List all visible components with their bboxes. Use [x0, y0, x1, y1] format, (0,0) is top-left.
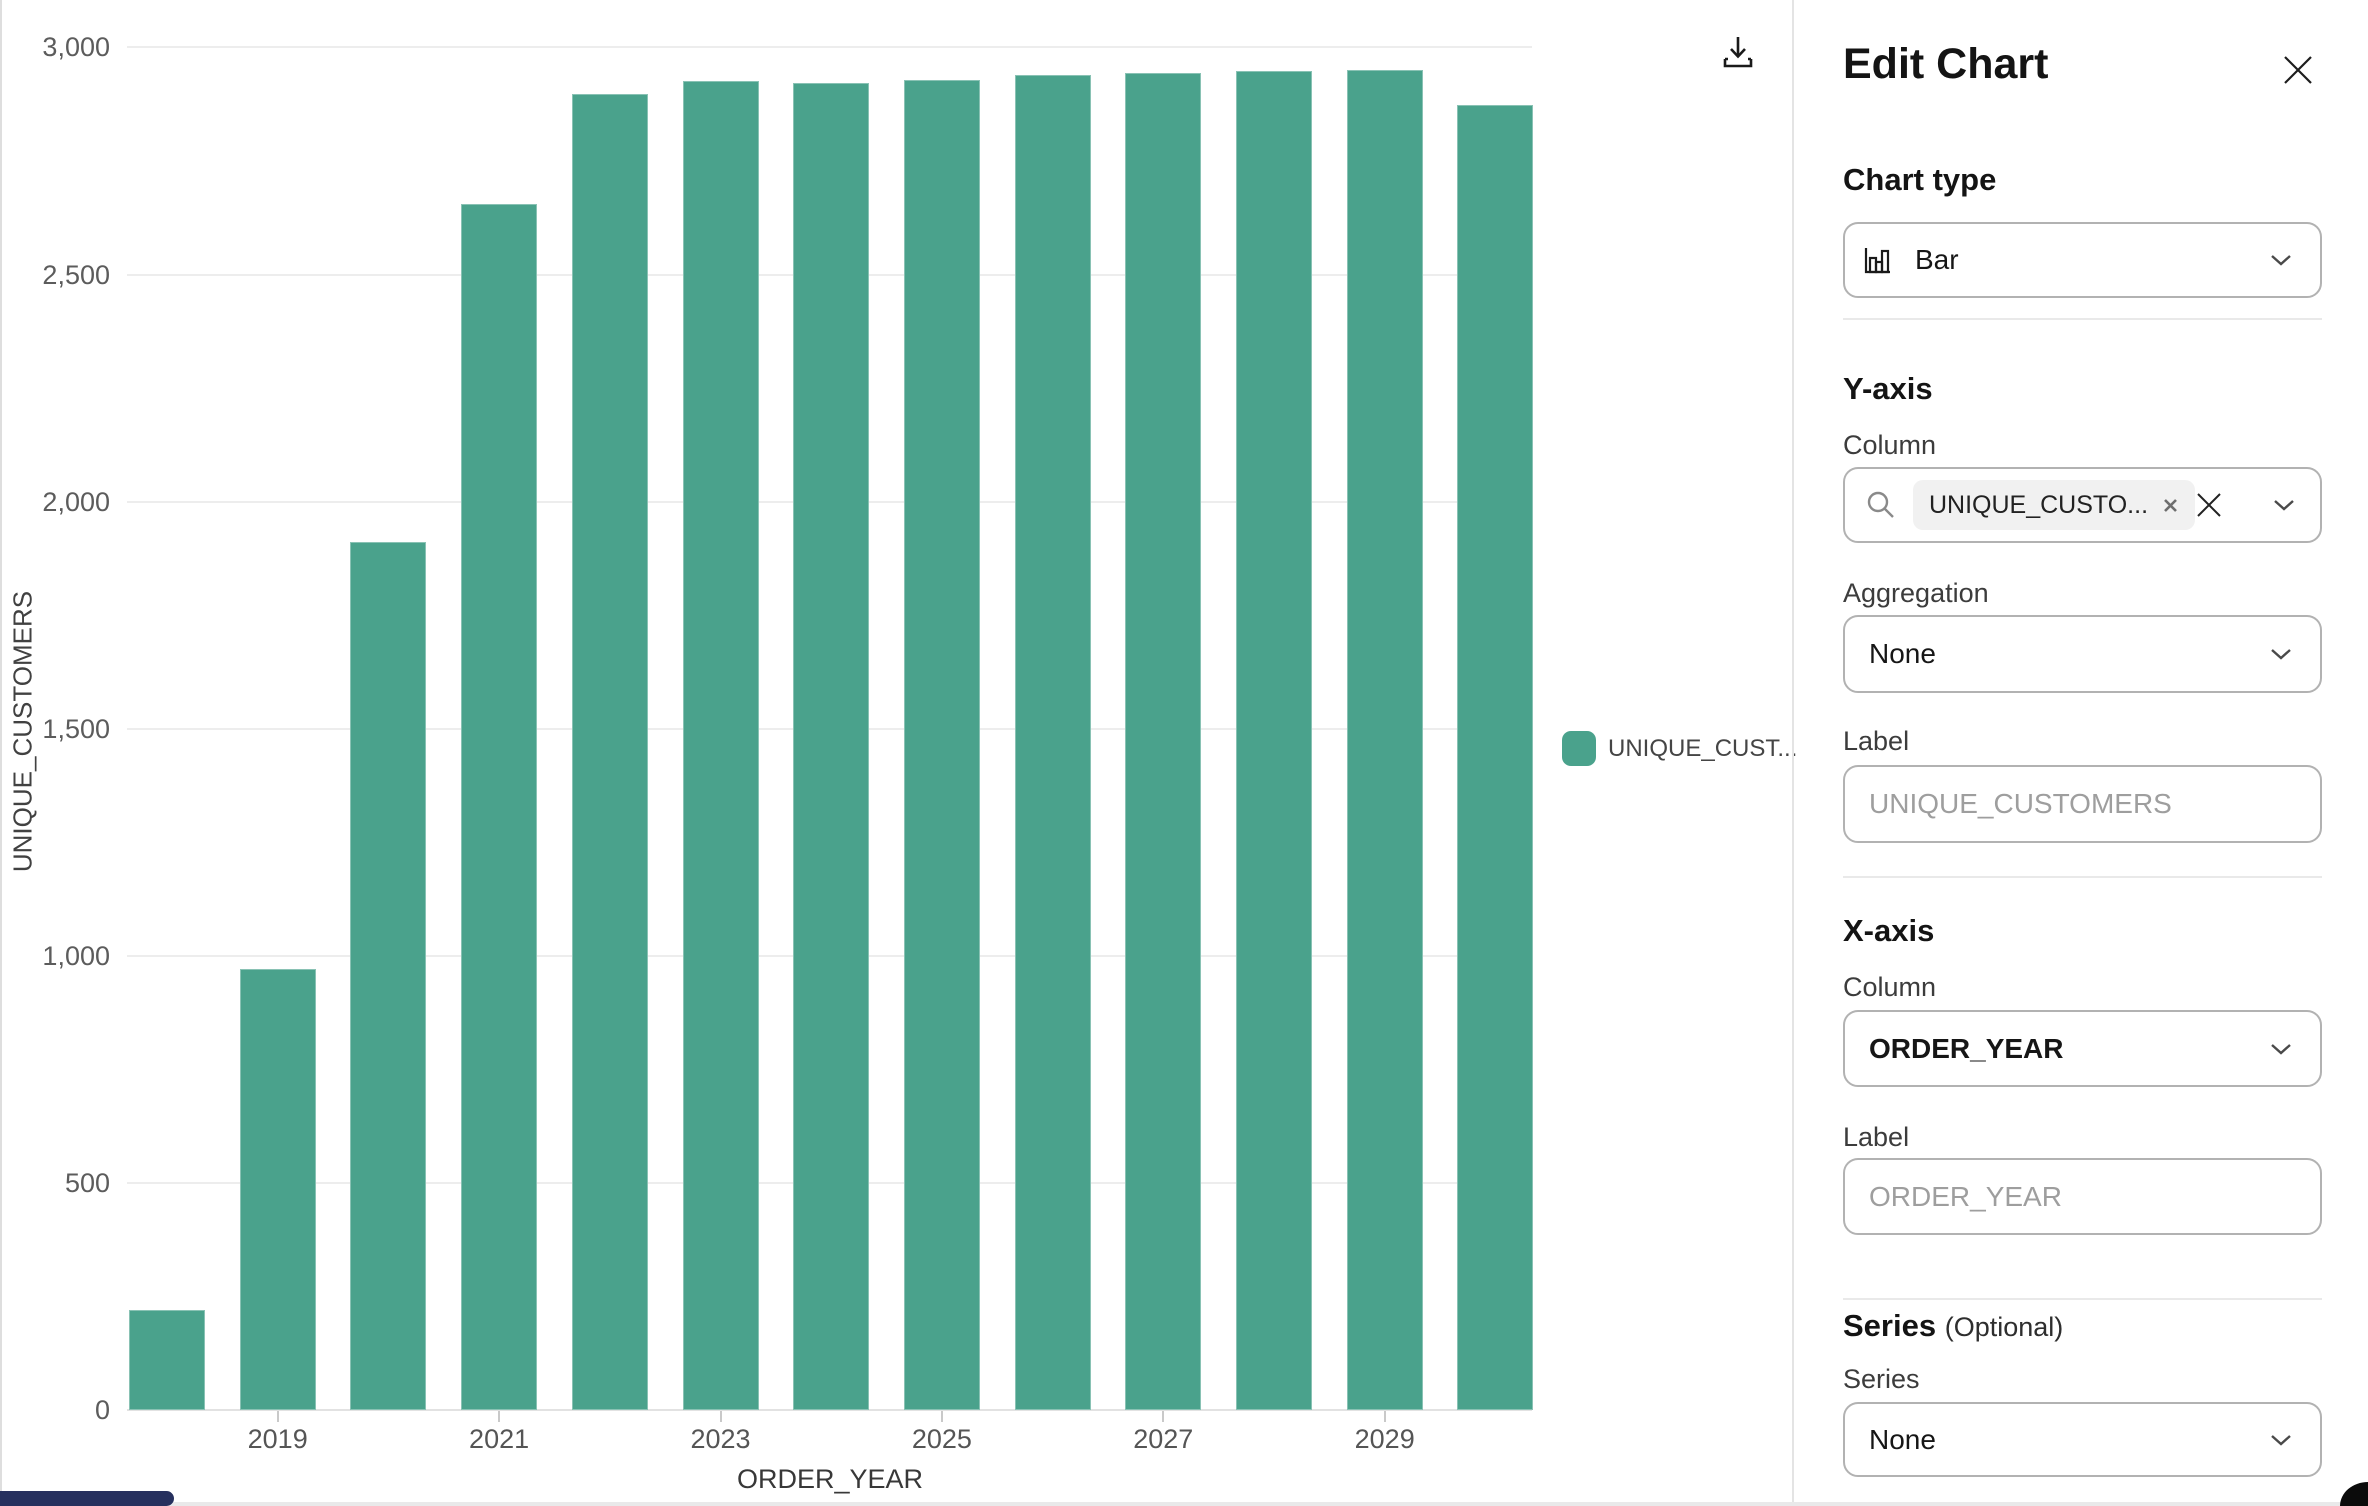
y-tick-label: 500 [64, 1167, 110, 1198]
x-tick-label: 2027 [1133, 1424, 1194, 1454]
chevron-down-icon [2271, 1043, 2291, 1055]
x-label-input[interactable] [1843, 1158, 2322, 1235]
bar-2023[interactable] [682, 81, 759, 1410]
bar-2018[interactable] [129, 1310, 205, 1410]
y-column-chip[interactable]: UNIQUE_CUSTO... [1913, 480, 2196, 530]
bar-2029[interactable] [1346, 69, 1423, 1410]
bottom-left-bar [0, 1491, 174, 1506]
x-tick-label: 2021 [469, 1424, 530, 1454]
y-tick-label: 0 [94, 1395, 110, 1425]
download-chart-button[interactable] [1712, 26, 1764, 78]
bar-chart-icon [1864, 248, 1890, 274]
x-tick-mark [1162, 1411, 1165, 1422]
series-optional-text: (Optional) [1944, 1312, 2064, 1342]
x-column-select[interactable]: ORDER_YEAR [1843, 1010, 2322, 1087]
bar-2028[interactable] [1236, 71, 1312, 1410]
y-tick-label: 1,000 [42, 940, 110, 971]
x-label-label: Label [1843, 1122, 1910, 1152]
legend-swatch [1562, 731, 1596, 766]
series-label: Series [1843, 1364, 1920, 1394]
close-panel-button[interactable] [2276, 48, 2320, 92]
x-tick-mark [719, 1411, 722, 1422]
gridline-0 [127, 1409, 1532, 1411]
x-tick-label: 2025 [911, 1424, 972, 1454]
legend-label: UNIQUE_CUST... [1608, 734, 1798, 762]
chevron-down-icon[interactable] [2273, 499, 2295, 511]
panel-divider [1792, 0, 1794, 1506]
y-label-input[interactable] [1843, 765, 2322, 843]
chart-card: 0 500 1,000 1,500 2,000 2,500 3,000 2019 2021 20… [7, 26, 1798, 1494]
series-heading: Series (Optional) [1843, 1308, 2063, 1344]
chart-type-select[interactable]: Bar [1843, 222, 2322, 298]
series-value: None [1869, 1423, 1936, 1455]
aggregation-value: None [1869, 638, 1936, 669]
y-tick-label: 1,500 [42, 713, 110, 744]
bar-2021[interactable] [461, 203, 538, 1410]
bar-2025[interactable] [903, 80, 980, 1410]
aggregation-select[interactable]: None [1843, 615, 2322, 693]
bar-2022[interactable] [571, 93, 648, 1410]
bar-2030[interactable] [1457, 104, 1534, 1410]
chevron-down-icon [2271, 255, 2291, 266]
series-heading-text: Series [1843, 1308, 1937, 1343]
bar-2027[interactable] [1125, 73, 1202, 1410]
window-corner-wedge [2340, 1482, 2368, 1506]
search-icon [1867, 491, 1894, 518]
bar-2020[interactable] [350, 541, 427, 1410]
download-icon [1723, 37, 1753, 68]
bar-2026[interactable] [1014, 74, 1091, 1410]
x-tick-label: 2019 [247, 1424, 308, 1454]
panel-title: Edit Chart [1843, 40, 2049, 88]
legend: UNIQUE_CUST... [1562, 731, 1797, 766]
chevron-down-icon [2271, 1434, 2291, 1446]
y-axis-heading: Y-axis [1843, 371, 1933, 406]
x-column-label: Column [1843, 972, 1937, 1002]
close-icon [2284, 56, 2312, 84]
x-axis-heading: X-axis [1843, 913, 1935, 948]
y-column-combobox[interactable]: UNIQUE_CUSTO... [1843, 467, 2322, 543]
y-axis-title: UNIQUE_CUSTOMERS [7, 590, 38, 873]
section-divider [1843, 876, 2322, 878]
x-tick-mark [498, 1411, 501, 1422]
x-axis-title: ORDER_YEAR [736, 1464, 924, 1494]
y-column-chip-label: UNIQUE_CUSTO... [1929, 490, 2149, 519]
chart-type-heading: Chart type [1843, 162, 1997, 197]
y-tick-label: 3,000 [42, 32, 110, 63]
series-select[interactable]: None [1843, 1402, 2322, 1477]
left-edge-line [0, 0, 2, 1506]
chart-type-value: Bar [1915, 244, 1959, 275]
bar-2019[interactable] [239, 968, 316, 1410]
y-label-label: Label [1843, 726, 1910, 756]
chip-remove-icon[interactable] [2162, 497, 2179, 514]
section-divider [1843, 1298, 2322, 1300]
chevron-down-icon [2271, 649, 2291, 660]
x-tick-mark [1383, 1411, 1386, 1422]
y-column-label: Column [1843, 430, 1937, 460]
x-tick-mark [940, 1411, 943, 1422]
section-divider [1843, 318, 2322, 320]
clear-selection-icon[interactable] [2195, 491, 2223, 519]
x-column-value: ORDER_YEAR [1869, 1032, 2064, 1064]
y-tick-label: 2,500 [42, 259, 110, 290]
bar-2024[interactable] [793, 82, 870, 1410]
x-tick-mark [276, 1411, 279, 1422]
x-tick-label: 2029 [1354, 1424, 1415, 1454]
y-tick-label: 2,000 [42, 486, 110, 517]
bottom-edge-strip [0, 1502, 2368, 1506]
gridline-3,000 [127, 46, 1532, 49]
aggregation-label: Aggregation [1843, 578, 1989, 608]
x-tick-label: 2023 [690, 1424, 751, 1454]
